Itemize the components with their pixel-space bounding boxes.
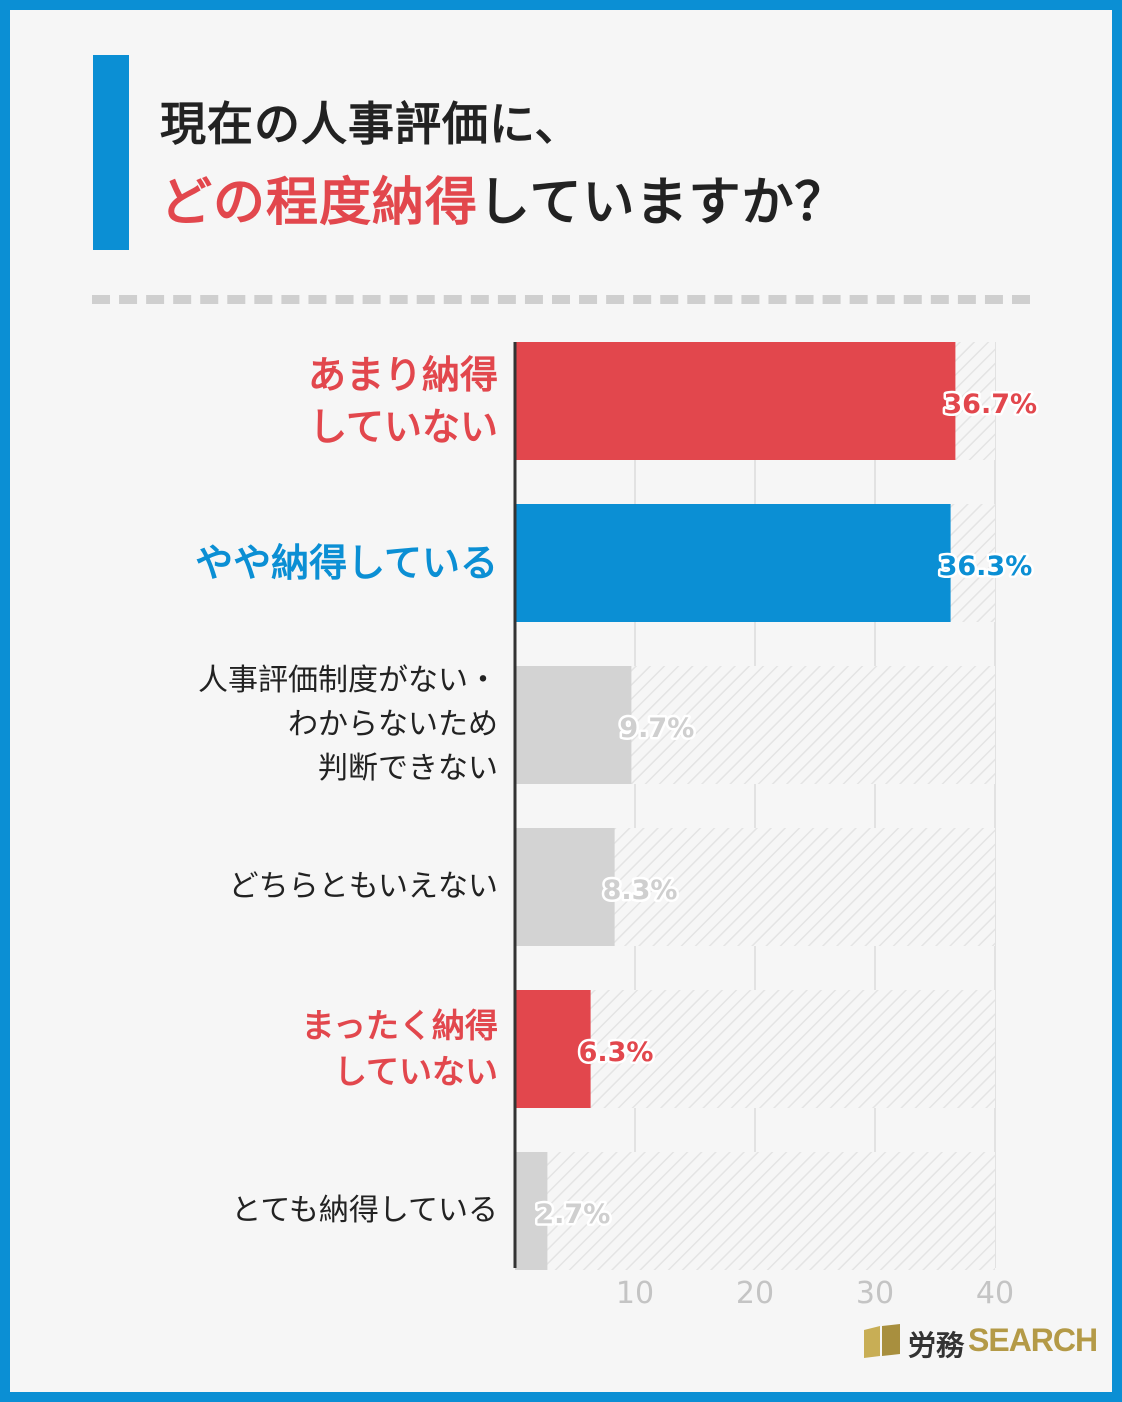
bar-2 (515, 666, 632, 784)
title-accent-bar (93, 55, 129, 250)
value-label: 6.3% (579, 1037, 654, 1068)
bar-1 (515, 504, 951, 622)
value-label: 36.3% (939, 551, 1033, 582)
x-tick-label: 40 (976, 1276, 1014, 1311)
chart-title-line2: どの程度納得していますか？ (160, 160, 847, 235)
logo-book-icon (864, 1324, 900, 1358)
bar-track-4 (515, 990, 995, 1108)
x-tick-label: 20 (736, 1276, 774, 1311)
value-label: 8.3% (603, 875, 678, 906)
category-label: あまり納得 していない (307, 353, 498, 449)
chart-title-line1: 現在の人事評価に、 (160, 97, 582, 151)
title-rest: していますか？ (478, 173, 848, 233)
x-tick-label: 30 (856, 1276, 894, 1311)
bar-3 (515, 828, 615, 946)
category-label: とても納得している (231, 1193, 498, 1228)
bar-4 (515, 990, 591, 1108)
title-divider (92, 295, 1030, 304)
bar-5 (515, 1152, 548, 1270)
category-label: 人事評価制度がない・ わからないため 判断できない (198, 663, 498, 786)
category-label: まったく納得 していない (301, 1006, 498, 1091)
logo-text-en: SEARCH (968, 1322, 1098, 1358)
category-label: どちらともいえない (228, 869, 498, 904)
logo-text-jp: 労務 (908, 1329, 965, 1362)
bar-track-5 (515, 1152, 995, 1270)
category-label: やや納得している (195, 541, 498, 585)
bar-0 (515, 342, 956, 460)
value-label: 2.7% (535, 1199, 610, 1230)
title-highlight: どの程度納得 (160, 173, 479, 233)
value-label: 9.7% (619, 713, 694, 744)
x-tick-label: 10 (616, 1276, 654, 1311)
value-label: 36.7% (943, 389, 1037, 420)
